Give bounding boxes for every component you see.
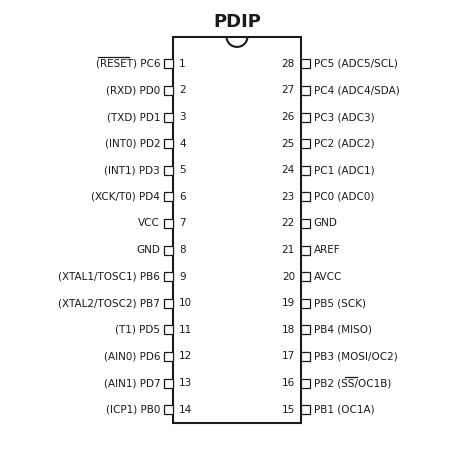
Text: (ICP1) PB0: (ICP1) PB0 xyxy=(106,405,160,415)
Text: PB4 (MISO): PB4 (MISO) xyxy=(314,325,372,335)
Bar xyxy=(164,139,173,148)
Text: 15: 15 xyxy=(282,405,295,415)
Text: 6: 6 xyxy=(179,192,186,202)
Bar xyxy=(301,379,310,387)
Text: PC2 (ADC2): PC2 (ADC2) xyxy=(314,139,374,149)
Bar xyxy=(301,246,310,255)
Bar xyxy=(301,219,310,228)
Bar xyxy=(164,166,173,175)
Bar xyxy=(164,219,173,228)
Text: VCC: VCC xyxy=(138,219,160,229)
Text: PDIP: PDIP xyxy=(213,13,261,31)
Text: GND: GND xyxy=(314,219,337,229)
Text: (XCK/T0) PD4: (XCK/T0) PD4 xyxy=(91,192,160,202)
Text: (XTAL1/TOSC1) PB6: (XTAL1/TOSC1) PB6 xyxy=(58,272,160,282)
Text: PC1 (ADC1): PC1 (ADC1) xyxy=(314,165,374,175)
Text: PB3 (MOSI/OC2): PB3 (MOSI/OC2) xyxy=(314,352,398,361)
Bar xyxy=(164,299,173,308)
Text: (INT1) PD3: (INT1) PD3 xyxy=(104,165,160,175)
Text: 25: 25 xyxy=(282,139,295,149)
Text: 17: 17 xyxy=(282,352,295,361)
Bar xyxy=(164,193,173,201)
Text: 12: 12 xyxy=(179,352,192,361)
Text: 13: 13 xyxy=(179,378,192,388)
Bar xyxy=(301,272,310,281)
Bar xyxy=(301,299,310,308)
Text: PB1 (OC1A): PB1 (OC1A) xyxy=(314,405,374,415)
Bar xyxy=(301,139,310,148)
Text: 7: 7 xyxy=(179,219,186,229)
Text: PB5 (SCK): PB5 (SCK) xyxy=(314,298,366,308)
Bar xyxy=(164,246,173,255)
Bar xyxy=(164,59,173,68)
Text: (AIN1) PD7: (AIN1) PD7 xyxy=(103,378,160,388)
Text: PC5 (ADC5/SCL): PC5 (ADC5/SCL) xyxy=(314,59,398,69)
Bar xyxy=(301,113,310,122)
Text: (RXD) PD0: (RXD) PD0 xyxy=(106,85,160,96)
Text: 14: 14 xyxy=(179,405,192,415)
Bar xyxy=(301,352,310,361)
Bar xyxy=(164,326,173,335)
Text: GND: GND xyxy=(137,245,160,255)
Text: (XTAL2/TOSC2) PB7: (XTAL2/TOSC2) PB7 xyxy=(58,298,160,308)
Text: PC0 (ADC0): PC0 (ADC0) xyxy=(314,192,374,202)
Text: 20: 20 xyxy=(282,272,295,282)
Text: (AIN0) PD6: (AIN0) PD6 xyxy=(104,352,160,361)
Bar xyxy=(164,86,173,95)
Bar xyxy=(173,37,301,423)
Bar xyxy=(301,405,310,414)
Text: AVCC: AVCC xyxy=(314,272,342,282)
Text: 21: 21 xyxy=(282,245,295,255)
Text: 24: 24 xyxy=(282,165,295,175)
Text: 27: 27 xyxy=(282,85,295,96)
Bar xyxy=(164,379,173,387)
Text: 10: 10 xyxy=(179,298,192,308)
Text: AREF: AREF xyxy=(314,245,340,255)
Text: 28: 28 xyxy=(282,59,295,69)
Text: 3: 3 xyxy=(179,112,186,122)
Bar xyxy=(301,166,310,175)
Text: (RESET) PC6: (RESET) PC6 xyxy=(96,59,160,69)
Bar xyxy=(164,113,173,122)
Bar xyxy=(164,352,173,361)
Text: 11: 11 xyxy=(179,325,192,335)
Bar xyxy=(164,272,173,281)
Text: 26: 26 xyxy=(282,112,295,122)
Text: 16: 16 xyxy=(282,378,295,388)
Text: 18: 18 xyxy=(282,325,295,335)
Text: (INT0) PD2: (INT0) PD2 xyxy=(105,139,160,149)
Text: (T1) PD5: (T1) PD5 xyxy=(115,325,160,335)
Text: 8: 8 xyxy=(179,245,186,255)
Text: 23: 23 xyxy=(282,192,295,202)
Text: 5: 5 xyxy=(179,165,186,175)
Text: 1: 1 xyxy=(179,59,186,69)
Text: 22: 22 xyxy=(282,219,295,229)
Text: PC4 (ADC4/SDA): PC4 (ADC4/SDA) xyxy=(314,85,400,96)
Bar xyxy=(301,59,310,68)
Text: 4: 4 xyxy=(179,139,186,149)
Bar xyxy=(301,326,310,335)
Text: 2: 2 xyxy=(179,85,186,96)
Bar xyxy=(301,86,310,95)
Text: (TXD) PD1: (TXD) PD1 xyxy=(107,112,160,122)
Bar xyxy=(301,193,310,201)
Bar xyxy=(164,405,173,414)
Text: PC3 (ADC3): PC3 (ADC3) xyxy=(314,112,374,122)
Text: 9: 9 xyxy=(179,272,186,282)
Text: PB2 (SS/OC1B): PB2 (SS/OC1B) xyxy=(314,378,391,388)
Text: 19: 19 xyxy=(282,298,295,308)
